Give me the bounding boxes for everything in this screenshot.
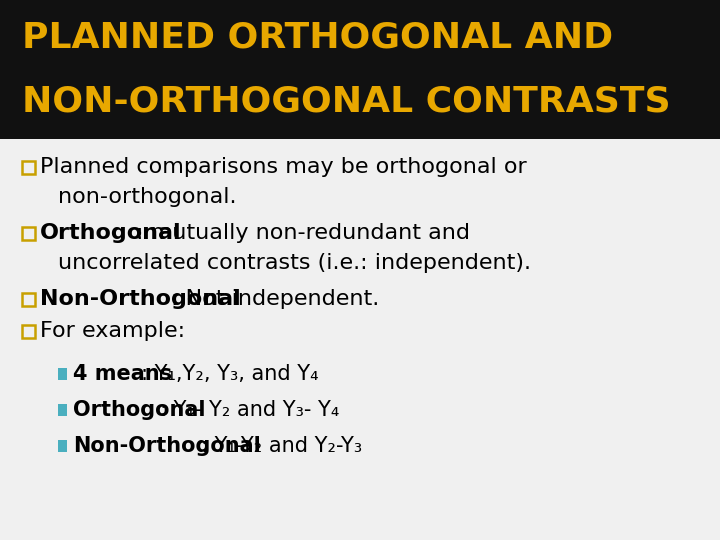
Text: non-orthogonal.: non-orthogonal.	[58, 187, 236, 207]
Text: Planned comparisons may be orthogonal or: Planned comparisons may be orthogonal or	[40, 157, 527, 177]
Text: Orthogonal: Orthogonal	[40, 224, 181, 244]
Bar	[58, 404, 67, 416]
Text: Orthogonal: Orthogonal	[73, 400, 205, 420]
Text: : mutually non-redundant and: : mutually non-redundant and	[136, 224, 470, 244]
Bar	[0, 0, 720, 139]
Text: PLANNED ORTHOGONAL AND: PLANNED ORTHOGONAL AND	[22, 21, 613, 55]
Text: NON-ORTHOGONAL CONTRASTS: NON-ORTHOGONAL CONTRASTS	[22, 85, 670, 119]
Text: uncorrelated contrasts (i.e.: independent).: uncorrelated contrasts (i.e.: independen…	[58, 253, 531, 273]
Text: : Y₁-Y₂ and Y₂-Y₃: : Y₁-Y₂ and Y₂-Y₃	[201, 436, 362, 456]
Text: : Y₁,Y₂, Y₃, and Y₄: : Y₁,Y₂, Y₃, and Y₄	[141, 364, 318, 384]
Text: Non-Orthogonal: Non-Orthogonal	[40, 289, 240, 309]
Bar	[58, 440, 67, 453]
Text: For example:: For example:	[40, 321, 185, 341]
Bar	[58, 368, 67, 380]
Text: : Not independent.: : Not independent.	[171, 289, 379, 309]
Text: : Y₁- Y₂ and Y₃- Y₄: : Y₁- Y₂ and Y₃- Y₄	[160, 400, 339, 420]
Text: Non-Orthogonal: Non-Orthogonal	[73, 436, 261, 456]
Text: 4 means: 4 means	[73, 364, 172, 384]
